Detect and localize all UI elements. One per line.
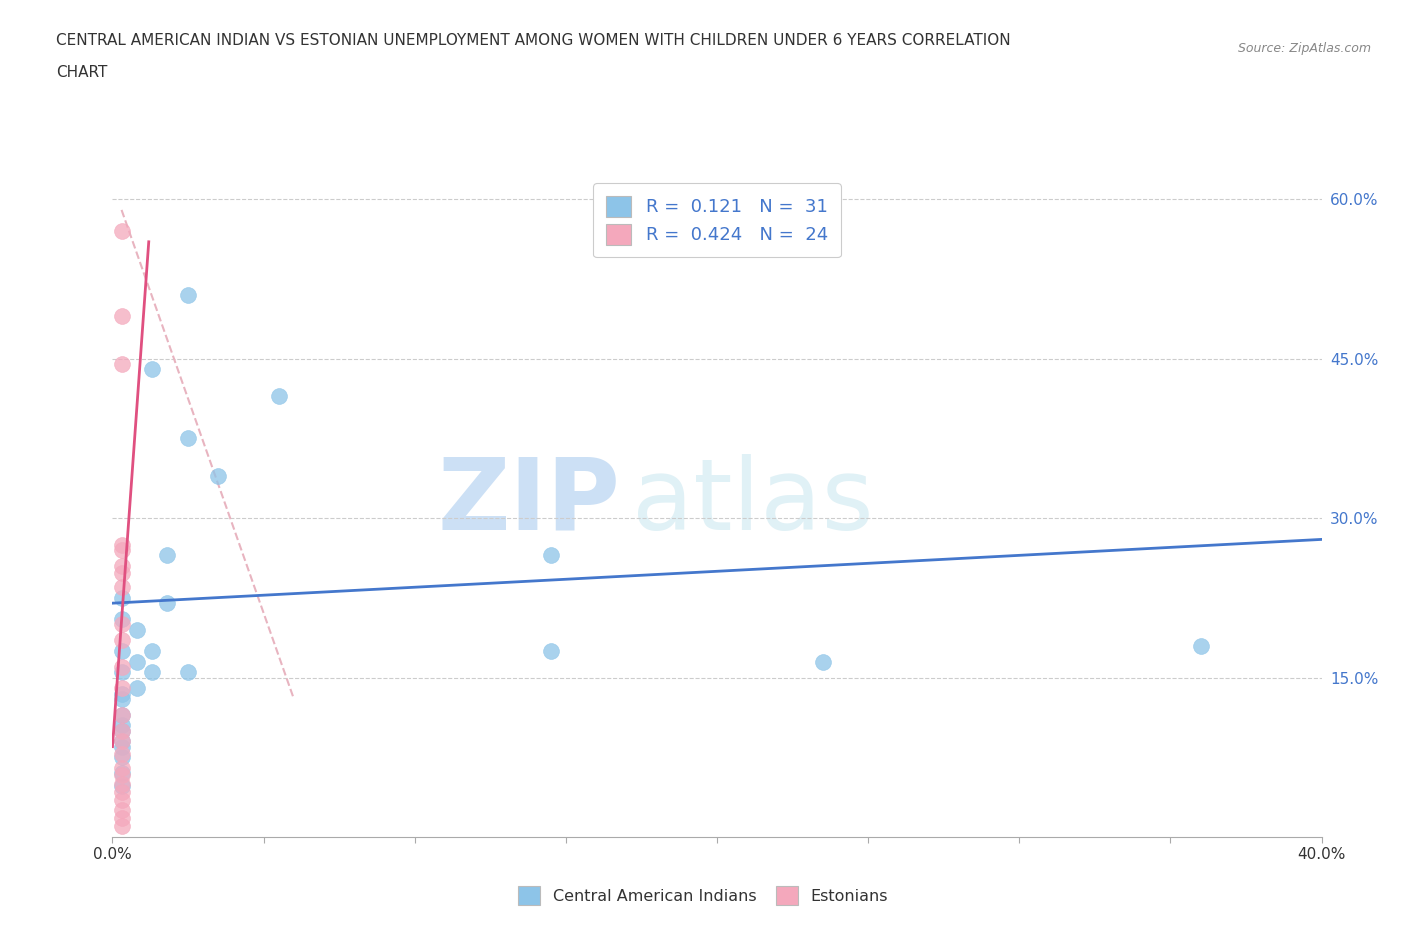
Point: [110, 810, 132, 825]
Point: [110, 761, 132, 776]
Point: [110, 708, 132, 723]
Point: [141, 362, 163, 377]
Point: [177, 431, 200, 445]
Point: [110, 765, 132, 780]
Point: [110, 768, 132, 783]
Point: [110, 819, 132, 834]
Point: [110, 612, 132, 627]
Point: [110, 633, 132, 648]
Point: [110, 718, 132, 733]
Point: [110, 691, 132, 706]
Point: [110, 644, 132, 658]
Point: [125, 622, 148, 637]
Point: [110, 777, 132, 791]
Point: [110, 724, 132, 738]
Point: [177, 665, 200, 680]
Point: [110, 734, 132, 749]
Point: [110, 566, 132, 581]
Point: [540, 644, 562, 658]
Point: [110, 734, 132, 749]
Point: [110, 792, 132, 807]
Point: [110, 739, 132, 754]
Point: [110, 617, 132, 631]
Point: [540, 548, 562, 563]
Point: [110, 686, 132, 701]
Point: [110, 747, 132, 762]
Point: [156, 548, 179, 563]
Point: [110, 708, 132, 723]
Point: [110, 591, 132, 605]
Point: [267, 389, 290, 404]
Point: [110, 681, 132, 696]
Point: [110, 538, 132, 552]
Point: [110, 659, 132, 674]
Point: [156, 596, 179, 611]
Point: [110, 356, 132, 371]
Point: [110, 559, 132, 574]
Point: [141, 665, 163, 680]
Text: CENTRAL AMERICAN INDIAN VS ESTONIAN UNEMPLOYMENT AMONG WOMEN WITH CHILDREN UNDER: CENTRAL AMERICAN INDIAN VS ESTONIAN UNEM…: [56, 33, 1011, 47]
Point: [110, 724, 132, 738]
Point: [811, 654, 834, 669]
Point: [110, 542, 132, 557]
Point: [110, 579, 132, 594]
Legend: Central American Indians, Estonians: Central American Indians, Estonians: [510, 878, 896, 912]
Point: [207, 468, 229, 483]
Point: [110, 803, 132, 817]
Point: [110, 224, 132, 239]
Text: Source: ZipAtlas.com: Source: ZipAtlas.com: [1237, 42, 1371, 55]
Text: atlas: atlas: [633, 454, 875, 551]
Point: [110, 750, 132, 764]
Text: CHART: CHART: [56, 65, 108, 80]
Point: [177, 287, 200, 302]
Point: [110, 785, 132, 800]
Point: [110, 665, 132, 680]
Legend: R =  0.121   N =  31, R =  0.424   N =  24: R = 0.121 N = 31, R = 0.424 N = 24: [593, 183, 841, 258]
Point: [1189, 638, 1212, 653]
Point: [125, 681, 148, 696]
Point: [110, 778, 132, 793]
Text: ZIP: ZIP: [437, 454, 620, 551]
Point: [125, 654, 148, 669]
Point: [141, 644, 163, 658]
Point: [110, 309, 132, 324]
